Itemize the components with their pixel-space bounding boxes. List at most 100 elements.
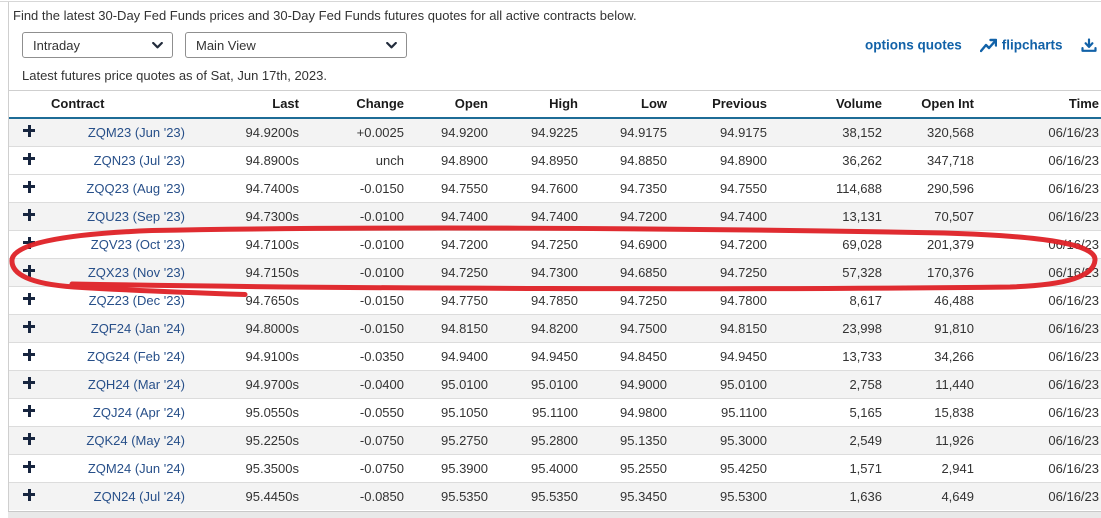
- expand-row-plus-icon[interactable]: [23, 432, 35, 445]
- col-header-change[interactable]: Change: [307, 90, 412, 119]
- cell-change: -0.0150: [307, 285, 412, 314]
- contract-link[interactable]: ZQK24 (May '24): [86, 432, 185, 448]
- cell-high: 94.9450: [496, 341, 586, 370]
- contract-link[interactable]: ZQQ23 (Aug '23): [86, 180, 185, 196]
- options-quotes-label: options quotes: [865, 37, 962, 53]
- table-row: ZQF24 (Jan '24) 94.8000s -0.0150 94.8150…: [9, 313, 1101, 342]
- cell-high: 95.4000: [496, 453, 586, 482]
- col-header-open-int[interactable]: Open Int: [890, 90, 982, 119]
- cell-time: 06/16/23: [982, 313, 1101, 342]
- cell-last: 94.9200s: [245, 124, 300, 140]
- cell-change: -0.0750: [307, 453, 412, 482]
- expand-row-plus-icon[interactable]: [23, 348, 35, 361]
- contract-link[interactable]: ZQM24 (Jun '24): [87, 460, 185, 476]
- expand-row-plus-icon[interactable]: [23, 404, 35, 417]
- col-header-open[interactable]: Open: [412, 90, 496, 119]
- expand-row-plus-icon[interactable]: [23, 488, 35, 501]
- contract-link[interactable]: ZQU23 (Sep '23): [87, 208, 185, 224]
- cell-last: 95.3500s: [193, 453, 307, 482]
- quotes-table-body: ZQM23 (Jun '23) 94.9200s +0.0025 94.9200…: [9, 118, 1101, 510]
- cell-contract: ZQQ23 (Aug '23): [43, 173, 193, 202]
- cell-low: 95.3450: [586, 481, 675, 510]
- cell-time: 06/16/23: [982, 369, 1101, 398]
- cell-change: +0.0025: [356, 124, 404, 140]
- col-header-last[interactable]: Last: [193, 90, 307, 119]
- table-row: ZQU23 (Sep '23) 94.7300s -0.0100 94.7400…: [9, 201, 1101, 230]
- expand-row-plus-icon[interactable]: [23, 152, 35, 165]
- contract-link[interactable]: ZQG24 (Feb '24): [87, 348, 185, 364]
- cell-low: 94.9175: [620, 124, 667, 140]
- cell-change: -0.0150: [307, 313, 412, 342]
- cell-change: -0.0850: [307, 481, 412, 510]
- col-header-previous[interactable]: Previous: [675, 90, 775, 119]
- cell-contract: ZQN24 (Jul '24): [43, 481, 193, 510]
- col-header-contract[interactable]: Contract: [43, 90, 193, 119]
- contract-link[interactable]: ZQN24 (Jul '24): [93, 488, 185, 504]
- intro-text: Find the latest 30-Day Fed Funds prices …: [13, 8, 637, 23]
- col-header-high[interactable]: High: [496, 90, 586, 119]
- cell-open: 94.9400: [412, 341, 496, 370]
- cell-last: 94.7650s: [193, 285, 307, 314]
- contract-link[interactable]: ZQZ23 (Dec '23): [88, 292, 185, 308]
- contract-link[interactable]: ZQH24 (Mar '24): [87, 376, 185, 392]
- contract-link[interactable]: ZQF24 (Jan '24): [90, 320, 185, 336]
- cell-time: 06/16/23: [982, 257, 1101, 286]
- cell-low: 94.9800: [586, 397, 675, 426]
- flipcharts-link[interactable]: flipcharts: [979, 38, 1063, 53]
- expand-row-plus-icon[interactable]: [23, 460, 35, 473]
- cell-contract: ZQG24 (Feb '24): [43, 341, 193, 370]
- table-row: ZQM23 (Jun '23) 94.9200s +0.0025 94.9200…: [9, 118, 1101, 146]
- cell-high: 94.7850: [496, 285, 586, 314]
- cell-high: 94.8950: [496, 145, 586, 174]
- download-link[interactable]: download: [1080, 38, 1101, 53]
- cell-open-int: 15,838: [890, 397, 982, 426]
- expand-row-plus-icon[interactable]: [23, 320, 35, 333]
- expand-row-plus-icon[interactable]: [23, 292, 35, 305]
- contract-link[interactable]: ZQN23 (Jul '23): [93, 152, 185, 168]
- cell-low: 94.7250: [586, 285, 675, 314]
- col-header-volume[interactable]: Volume: [775, 90, 890, 119]
- table-row: ZQH24 (Mar '24) 94.9700s -0.0400 95.0100…: [9, 369, 1101, 398]
- cell-previous: 95.1100: [675, 397, 775, 426]
- options-quotes-link[interactable]: options quotes: [865, 38, 962, 53]
- view-select[interactable]: Main View: [185, 32, 407, 58]
- col-header-low[interactable]: Low: [586, 90, 675, 119]
- expand-row-plus-icon[interactable]: [23, 376, 35, 389]
- cell-change: -0.0100: [307, 229, 412, 258]
- cell-time: 06/16/23: [982, 285, 1101, 314]
- contract-link[interactable]: ZQX23 (Nov '23): [87, 264, 185, 280]
- cell-expand: [9, 369, 43, 398]
- cell-change: -0.0150: [307, 173, 412, 202]
- expand-row-plus-icon[interactable]: [23, 208, 35, 221]
- cell-previous: 94.8900: [675, 145, 775, 174]
- frequency-select[interactable]: Intraday: [22, 32, 173, 58]
- cell-volume: 1,636: [775, 481, 890, 510]
- contract-link[interactable]: ZQJ24 (Apr '24): [92, 404, 185, 420]
- contract-link[interactable]: ZQM23 (Jun '23): [87, 124, 185, 140]
- cell-volume: 5,165: [775, 397, 890, 426]
- cell-open-int: 4,649: [890, 481, 982, 510]
- cell-expand: [9, 257, 43, 286]
- expand-row-plus-icon[interactable]: [23, 236, 35, 249]
- cell-previous: 95.3000: [675, 425, 775, 454]
- expand-row-plus-icon[interactable]: [23, 124, 35, 137]
- expand-row-plus-icon[interactable]: [23, 264, 35, 277]
- table-row: ZQQ23 (Aug '23) 94.7400s -0.0150 94.7550…: [9, 173, 1101, 202]
- contract-link[interactable]: ZQV23 (Oct '23): [90, 236, 185, 252]
- col-header-time[interactable]: Time: [982, 90, 1101, 119]
- cell-last: 94.8900s: [193, 145, 307, 174]
- cell-open: 94.7400: [412, 201, 496, 230]
- cell-high: 94.9225: [531, 124, 578, 140]
- cell-high: 94.7250: [496, 229, 586, 258]
- cell-expand: [9, 453, 43, 482]
- expand-row-plus-icon[interactable]: [23, 180, 35, 193]
- cell-previous: 94.7200: [675, 229, 775, 258]
- cell-expand: [9, 313, 43, 342]
- cell-expand: [9, 481, 43, 510]
- cell-previous: 94.7250: [675, 257, 775, 286]
- cell-open-int: 34,266: [890, 341, 982, 370]
- cell-open-int: 91,810: [890, 313, 982, 342]
- cell-expand: [9, 118, 43, 146]
- cell-low: 94.8850: [586, 145, 675, 174]
- cell-time: 06/16/23: [1048, 124, 1099, 140]
